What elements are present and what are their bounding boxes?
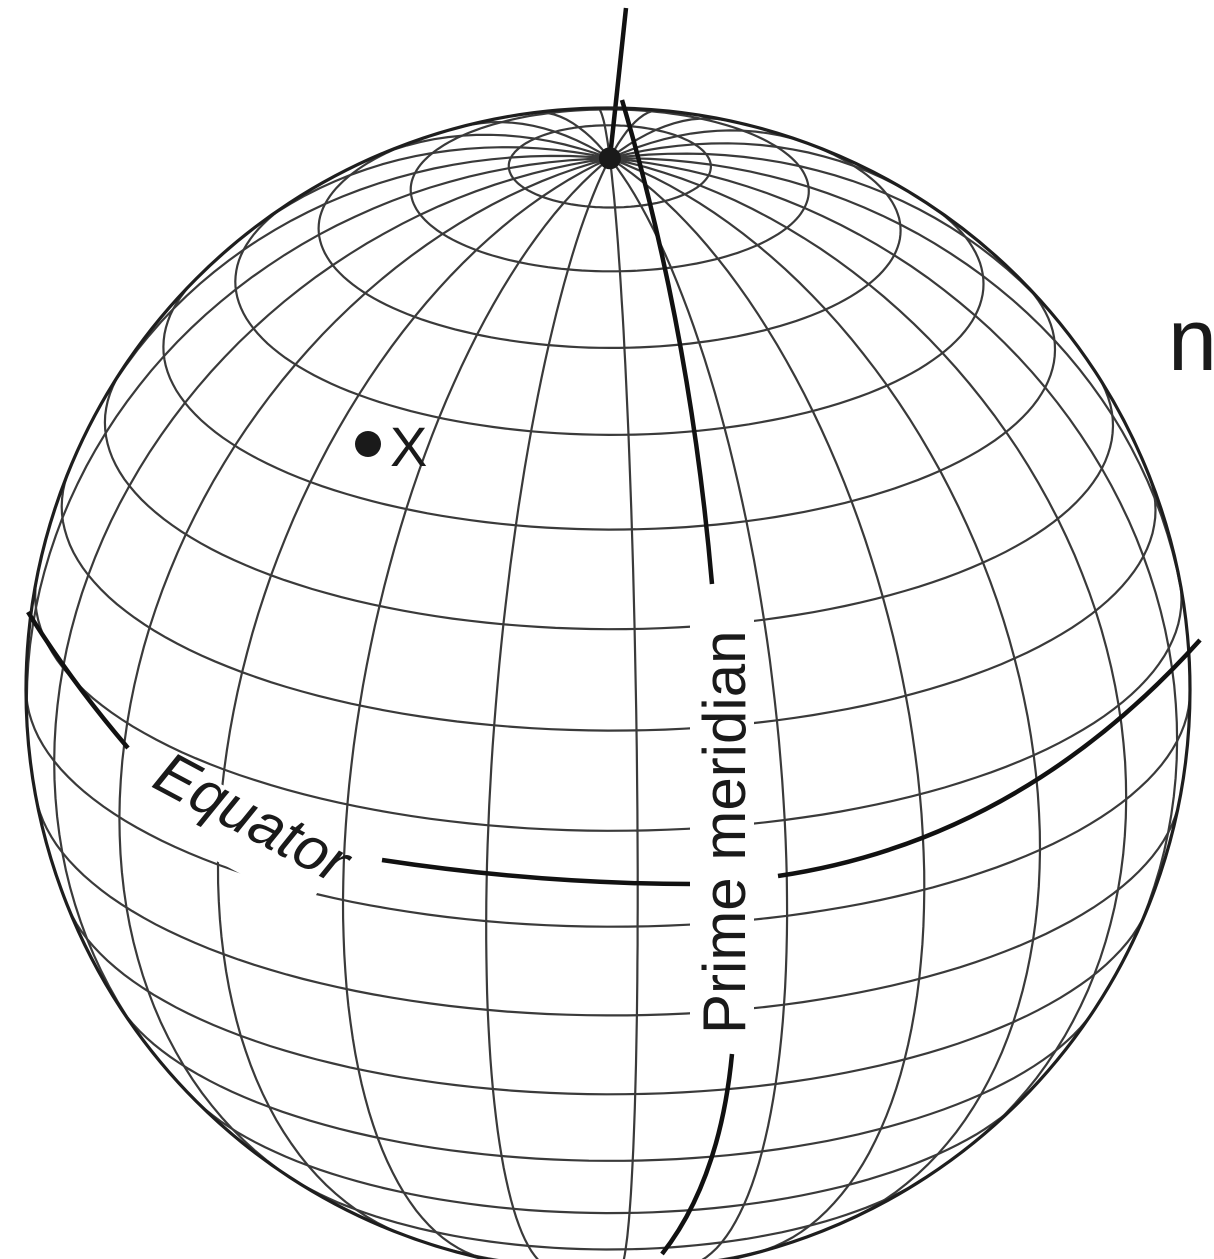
latitude-line: [24, 687, 1192, 928]
equator-label-background: [122, 749, 342, 910]
longitude-line: [609, 157, 1042, 1222]
longitude-line: [25, 157, 610, 757]
equator-line-center: [381, 857, 693, 887]
longitude-line: [380, 133, 611, 160]
longitude-line: [608, 158, 639, 1259]
longitude-line: [609, 152, 1058, 321]
longitude-line: [341, 157, 611, 1259]
longitude-line: [248, 146, 611, 233]
longitude-line: [609, 117, 726, 160]
latitude-line: [36, 804, 1179, 1017]
longitude-line: [485, 157, 611, 1259]
longitude-line: [609, 157, 1185, 606]
latitude-line: [192, 1097, 1021, 1215]
longitude-line: [536, 111, 611, 160]
point-x-marker: [355, 431, 381, 457]
latitude-line: [67, 908, 1147, 1096]
longitude-line: [609, 157, 789, 1259]
globe-outline: [24, 106, 1192, 1259]
longitude-line: [96, 154, 610, 412]
equator-line-left: [26, 610, 130, 750]
latitude-longitude-grid: [24, 7, 1192, 1259]
latitude-line: [288, 1175, 925, 1251]
longitude-line: [609, 157, 1128, 1139]
longitude-line: [609, 129, 805, 160]
longitude-line: [609, 157, 926, 1255]
longitude-line: [53, 157, 611, 1048]
point-x-label: X: [390, 415, 427, 478]
longitude-line: [609, 142, 911, 194]
prime-meridian-line-bottom: [660, 1053, 735, 1256]
latitude-line: [60, 474, 1157, 732]
latitude-line: [409, 108, 810, 273]
longitude-line: [608, 109, 660, 159]
longitude-line: [609, 157, 1179, 954]
latitude-line: [121, 1010, 1093, 1162]
longitude-line: [118, 157, 611, 1181]
polar-axis-line: [607, 7, 629, 159]
prime-meridian-label-background: [690, 596, 754, 1036]
latitude-line: [162, 278, 1057, 531]
latitude-line: [234, 200, 985, 437]
prime-meridian-label: Prime meridian: [691, 631, 758, 1034]
latitude-line: [103, 372, 1115, 631]
longitude-line: [216, 157, 611, 1235]
north-pole-point: [598, 147, 621, 170]
latitude-line: [34, 579, 1183, 832]
prime-meridian-line-top: [619, 99, 715, 585]
equator-line-right: [777, 638, 1202, 879]
edge-text-fragment: n: [1168, 290, 1214, 389]
